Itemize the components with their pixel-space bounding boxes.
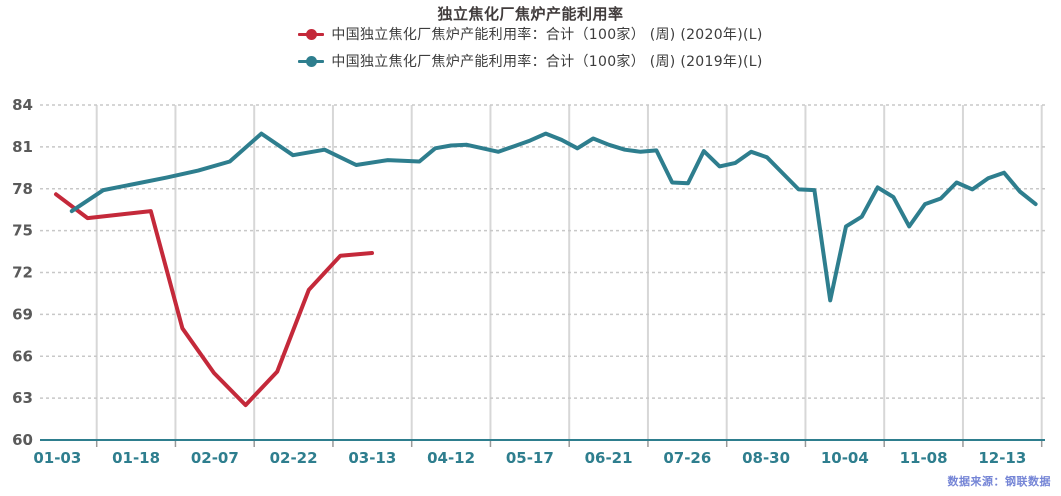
x-axis-label: 05-17 xyxy=(506,449,554,467)
x-axis-label: 01-18 xyxy=(112,449,160,467)
source-note: 数据来源：钢联数据 xyxy=(947,475,1051,488)
x-axis-label: 06-21 xyxy=(585,449,633,467)
legend-item-2020: 中国独立焦化厂焦炉产能利用率：合计（100家） (周) (2020年)(L) xyxy=(298,25,762,43)
x-axis-label: 04-12 xyxy=(427,449,475,467)
x-axis-label: 02-22 xyxy=(270,449,318,467)
x-axis-label: 11-08 xyxy=(900,449,948,467)
x-axis-label: 03-13 xyxy=(348,449,396,467)
y-axis-label: 66 xyxy=(12,347,33,365)
legend-label-2020: 中国独立焦化厂焦炉产能利用率：合计（100家） (周) (2020年)(L) xyxy=(331,27,763,43)
chart-title: 独立焦化厂焦炉产能利用率 xyxy=(437,5,624,23)
y-axis-label: 78 xyxy=(12,180,33,198)
y-axis-label: 63 xyxy=(12,389,33,407)
y-axis-label: 69 xyxy=(12,305,33,323)
y-axis-label: 60 xyxy=(12,431,33,449)
x-axis-label: 10-04 xyxy=(821,449,869,467)
y-axis-label: 72 xyxy=(12,264,33,282)
x-axis-label: 02-07 xyxy=(191,449,239,467)
series-line-2020 xyxy=(54,192,374,408)
y-axis-label: 75 xyxy=(12,222,33,240)
legend-item-2019: 中国独立焦化厂焦炉产能利用率：合计（100家） (周) (2019年)(L) xyxy=(298,52,762,70)
x-axis-label: 01-03 xyxy=(33,449,81,467)
y-axis-label: 84 xyxy=(12,96,33,114)
legend-marker-2020-icon xyxy=(298,28,325,40)
x-axis-label: 07-26 xyxy=(663,449,711,467)
y-axis-label: 81 xyxy=(12,138,33,156)
legend: 中国独立焦化厂焦炉产能利用率：合计（100家） (周) (2020年)(L) 中… xyxy=(0,25,1061,70)
x-axis-label: 12-13 xyxy=(978,449,1026,467)
series-line-2019 xyxy=(69,131,1038,303)
legend-marker-2019-icon xyxy=(298,55,325,67)
x-axis-label: 08-30 xyxy=(742,449,790,467)
legend-label-2019: 中国独立焦化厂焦炉产能利用率：合计（100家） (周) (2019年)(L) xyxy=(331,54,763,70)
